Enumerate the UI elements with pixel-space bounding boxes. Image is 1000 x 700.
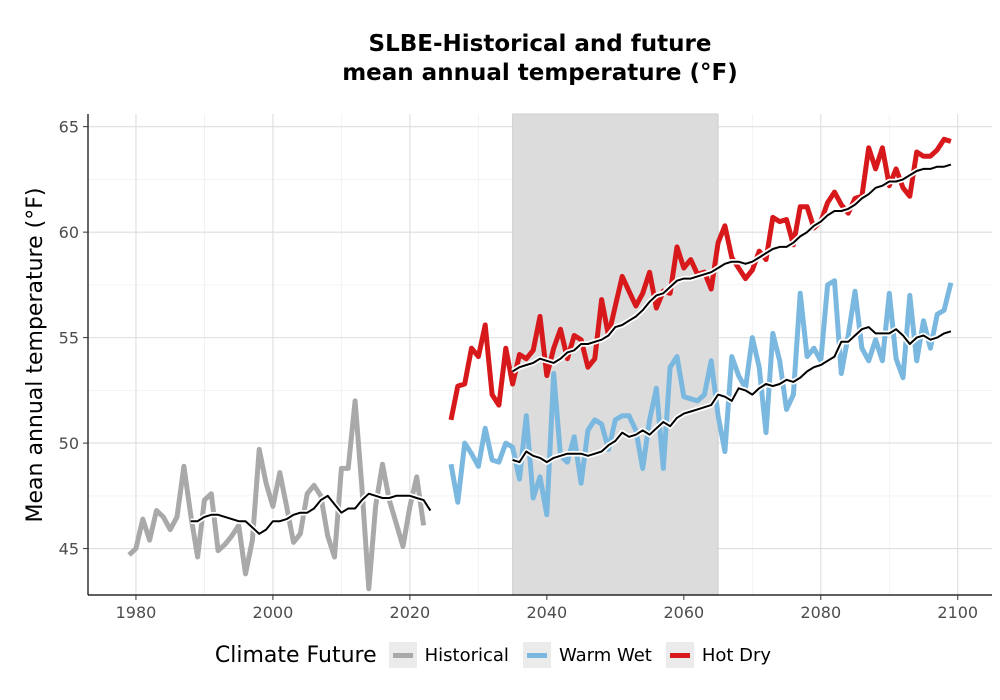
x-tick-label: 1980 <box>116 603 157 622</box>
legend-label-hot-dry: Hot Dry <box>701 644 772 666</box>
legend: Climate Future Historical Warm Wet Hot D… <box>0 640 1000 670</box>
series-lines <box>127 136 954 592</box>
chart-title-line2: mean annual temperature (°F) <box>342 60 738 86</box>
y-tick-label: 55 <box>59 329 79 348</box>
smoothed-line-hot-dry <box>512 163 952 373</box>
legend-key-warm-wet <box>522 642 551 668</box>
smoothed-line-historical <box>190 492 432 535</box>
series-line-warm-wet <box>448 278 954 518</box>
smoothed-line-warm-wet <box>512 326 952 464</box>
plot-area: 1980 2000 2020 2040 2060 2080 2100 45 50 55 60 65 M… <box>23 113 992 622</box>
y-tick-label: 45 <box>59 540 79 559</box>
legend-item-warm-wet: Warm Wet <box>522 642 652 668</box>
x-tick-label: 2100 <box>937 603 978 622</box>
y-tick-label: 60 <box>59 223 79 242</box>
x-tick-label: 2000 <box>253 603 294 622</box>
x-tick-label: 2040 <box>526 603 567 622</box>
legend-label-warm-wet: Warm Wet <box>558 644 652 666</box>
legend-key-hot-dry <box>665 642 694 668</box>
series-line-historical <box>127 398 427 592</box>
y-tick-label: 65 <box>59 118 79 137</box>
legend-item-historical: Historical <box>388 642 509 668</box>
legend-key-historical <box>388 642 417 668</box>
legend-title: Climate Future <box>214 642 377 668</box>
axes: 1980 2000 2020 2040 2060 2080 2100 45 50 55 60 65 <box>59 114 992 622</box>
chart-title: SLBE-Historical and future mean annual t… <box>90 30 990 88</box>
y-axis-label: Mean annual temperature (°F) <box>23 188 48 523</box>
legend-item-hot-dry: Hot Dry <box>665 642 772 668</box>
chart-title-line1: SLBE-Historical and future <box>368 31 712 57</box>
x-tick-label: 2080 <box>800 603 841 622</box>
y-tick-label: 50 <box>59 434 79 453</box>
x-tick-label: 2060 <box>663 603 704 622</box>
legend-label-historical: Historical <box>424 644 509 666</box>
x-tick-label: 2020 <box>390 603 431 622</box>
